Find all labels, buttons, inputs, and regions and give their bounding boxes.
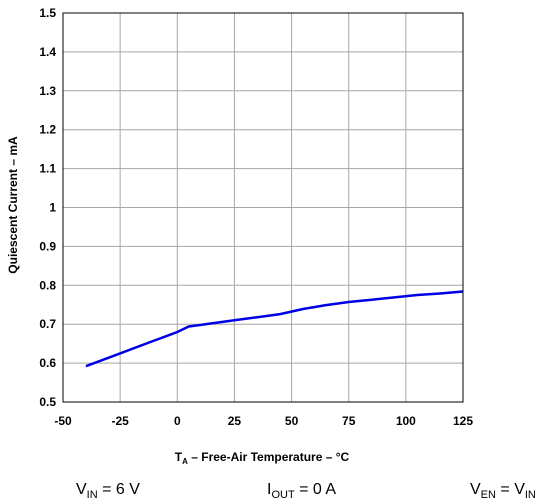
condition-iout-symbol: I [267, 481, 271, 498]
y-tick-label: 1.1 [39, 162, 56, 176]
y-tick-labels: 0.5 0.6 0.7 0.8 0.9 1 1.1 1.2 1.3 1.4 1.5 [39, 6, 56, 409]
x-tick-labels: -50 -25 0 25 50 75 100 125 [54, 414, 473, 428]
condition-iout: IOUT = 0 A [267, 481, 336, 501]
condition-vin: VIN = 6 V [76, 481, 140, 501]
plot-frame [62, 12, 464, 403]
y-tick-label: 0.6 [39, 356, 56, 370]
grid [62, 12, 464, 403]
condition-vin-subscript: IN [87, 489, 98, 501]
x-axis-label-subscript: A [182, 457, 188, 466]
y-axis-label: Quiescent Current – mA [6, 136, 20, 274]
x-tick-label: -50 [54, 414, 72, 428]
condition-vin-symbol: V [76, 481, 87, 498]
condition-ven-symbol: V [470, 481, 481, 498]
x-tick-label: 50 [285, 414, 299, 428]
y-tick-label: 1.2 [39, 123, 56, 137]
x-tick-label: 100 [396, 414, 416, 428]
x-axis-label: TA – Free-Air Temperature – °C [175, 450, 350, 466]
condition-ven-subscript: EN [481, 489, 496, 501]
x-axis-label-text: – Free-Air Temperature – °C [188, 450, 350, 464]
x-axis-label-symbol: T [175, 450, 183, 464]
y-tick-label: 0.9 [39, 239, 56, 253]
y-tick-label: 0.5 [39, 395, 56, 409]
y-tick-label: 0.7 [39, 317, 56, 331]
x-tick-label: -25 [111, 414, 129, 428]
condition-ven-trail-subscript: IN [525, 489, 536, 501]
condition-ven: VEN = VIN [470, 481, 536, 501]
x-tick-label: 125 [453, 414, 473, 428]
series-layer [85, 290, 464, 368]
condition-ven-value: = V [496, 481, 525, 498]
condition-vin-value: = 6 V [98, 481, 141, 498]
series-line [85, 290, 464, 368]
x-tick-label: 25 [228, 414, 242, 428]
y-tick-label: 1.5 [39, 6, 56, 20]
y-tick-label: 1.3 [39, 84, 56, 98]
y-tick-label: 1.4 [39, 45, 56, 59]
x-tick-label: 0 [174, 414, 181, 428]
condition-iout-subscript: OUT [271, 489, 295, 501]
y-tick-label: 0.8 [39, 278, 56, 292]
condition-iout-value: = 0 A [295, 481, 337, 498]
x-tick-label: 75 [342, 414, 356, 428]
y-tick-label: 1 [49, 201, 56, 215]
